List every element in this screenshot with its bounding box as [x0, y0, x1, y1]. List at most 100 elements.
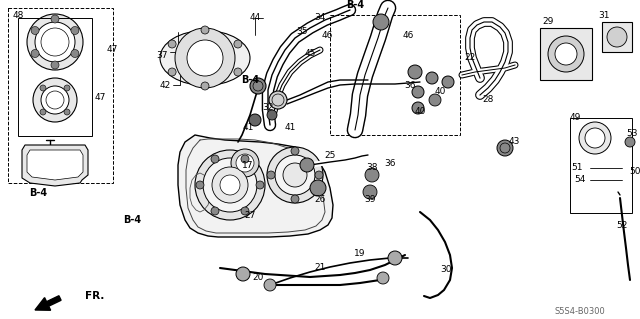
Circle shape	[250, 78, 266, 94]
Text: 46: 46	[321, 31, 333, 40]
Circle shape	[175, 28, 235, 88]
Text: S5S4-B0300: S5S4-B0300	[555, 308, 605, 316]
Text: 34: 34	[314, 13, 326, 23]
Circle shape	[388, 251, 402, 265]
Circle shape	[220, 175, 240, 195]
Circle shape	[497, 140, 513, 156]
Circle shape	[373, 14, 389, 30]
Circle shape	[269, 91, 287, 109]
Text: 48: 48	[12, 11, 24, 20]
Text: 19: 19	[355, 249, 365, 258]
Circle shape	[71, 26, 79, 34]
Circle shape	[267, 171, 275, 179]
Circle shape	[365, 168, 379, 182]
Text: 44: 44	[250, 13, 260, 23]
Circle shape	[64, 109, 70, 115]
Circle shape	[412, 102, 424, 114]
Polygon shape	[22, 145, 88, 186]
Circle shape	[201, 82, 209, 90]
Text: 50: 50	[629, 167, 640, 176]
Circle shape	[315, 171, 323, 179]
Text: FR.: FR.	[85, 291, 104, 301]
Circle shape	[187, 40, 223, 76]
Text: 51: 51	[572, 164, 583, 173]
Circle shape	[234, 68, 242, 76]
Text: B-4: B-4	[346, 0, 364, 10]
Circle shape	[31, 49, 39, 57]
Text: B-4: B-4	[241, 75, 259, 85]
Circle shape	[71, 49, 79, 57]
Circle shape	[291, 147, 299, 155]
Text: 54: 54	[574, 175, 586, 184]
Text: 31: 31	[598, 11, 610, 19]
Circle shape	[625, 137, 635, 147]
Circle shape	[234, 40, 242, 48]
Circle shape	[249, 114, 261, 126]
Ellipse shape	[160, 31, 250, 85]
Circle shape	[363, 185, 377, 199]
Circle shape	[64, 85, 70, 91]
Circle shape	[408, 65, 422, 79]
FancyArrow shape	[35, 296, 61, 310]
Circle shape	[231, 149, 259, 177]
Circle shape	[275, 155, 315, 195]
Circle shape	[579, 122, 611, 154]
Bar	[540, 28, 592, 80]
Circle shape	[195, 150, 265, 220]
Circle shape	[203, 158, 257, 212]
Circle shape	[31, 26, 39, 34]
Circle shape	[40, 85, 46, 91]
Text: 47: 47	[106, 46, 118, 55]
Text: B-4: B-4	[123, 215, 141, 225]
Text: 39: 39	[364, 196, 376, 204]
Circle shape	[264, 279, 276, 291]
Text: 22: 22	[465, 54, 476, 63]
Bar	[8, 8, 113, 183]
Bar	[602, 22, 632, 52]
Bar	[18, 18, 92, 136]
Text: 30: 30	[440, 265, 452, 275]
Circle shape	[412, 86, 424, 98]
Text: 46: 46	[403, 31, 413, 40]
Circle shape	[27, 14, 83, 70]
Circle shape	[548, 36, 584, 72]
Circle shape	[41, 86, 69, 114]
Circle shape	[168, 40, 176, 48]
Circle shape	[212, 167, 248, 203]
Text: 29: 29	[542, 18, 554, 26]
Text: 42: 42	[159, 80, 171, 90]
Circle shape	[33, 78, 77, 122]
Circle shape	[241, 155, 249, 163]
Text: 32: 32	[262, 103, 274, 113]
Text: 27: 27	[244, 211, 256, 219]
Text: 21: 21	[314, 263, 326, 271]
Circle shape	[300, 158, 314, 172]
Circle shape	[555, 43, 577, 65]
Bar	[330, 15, 460, 135]
Text: 52: 52	[616, 220, 628, 229]
Circle shape	[310, 180, 326, 196]
Text: 37: 37	[156, 50, 168, 60]
Circle shape	[283, 163, 307, 187]
Circle shape	[377, 272, 389, 284]
Circle shape	[40, 109, 46, 115]
Circle shape	[429, 94, 441, 106]
Text: 45: 45	[304, 48, 316, 57]
Circle shape	[267, 110, 277, 120]
Circle shape	[236, 267, 250, 281]
Text: 41: 41	[284, 123, 296, 132]
Text: 47: 47	[94, 93, 106, 102]
Text: 41: 41	[243, 123, 253, 132]
Circle shape	[211, 155, 219, 163]
Circle shape	[291, 195, 299, 203]
Text: 40: 40	[414, 108, 426, 116]
Circle shape	[196, 181, 204, 189]
Bar	[570, 118, 632, 213]
Text: B-4: B-4	[29, 188, 47, 198]
Circle shape	[585, 128, 605, 148]
Text: 38: 38	[366, 164, 378, 173]
Circle shape	[201, 26, 209, 34]
Text: 26: 26	[314, 196, 326, 204]
Polygon shape	[178, 135, 333, 237]
Text: 36: 36	[384, 160, 396, 168]
